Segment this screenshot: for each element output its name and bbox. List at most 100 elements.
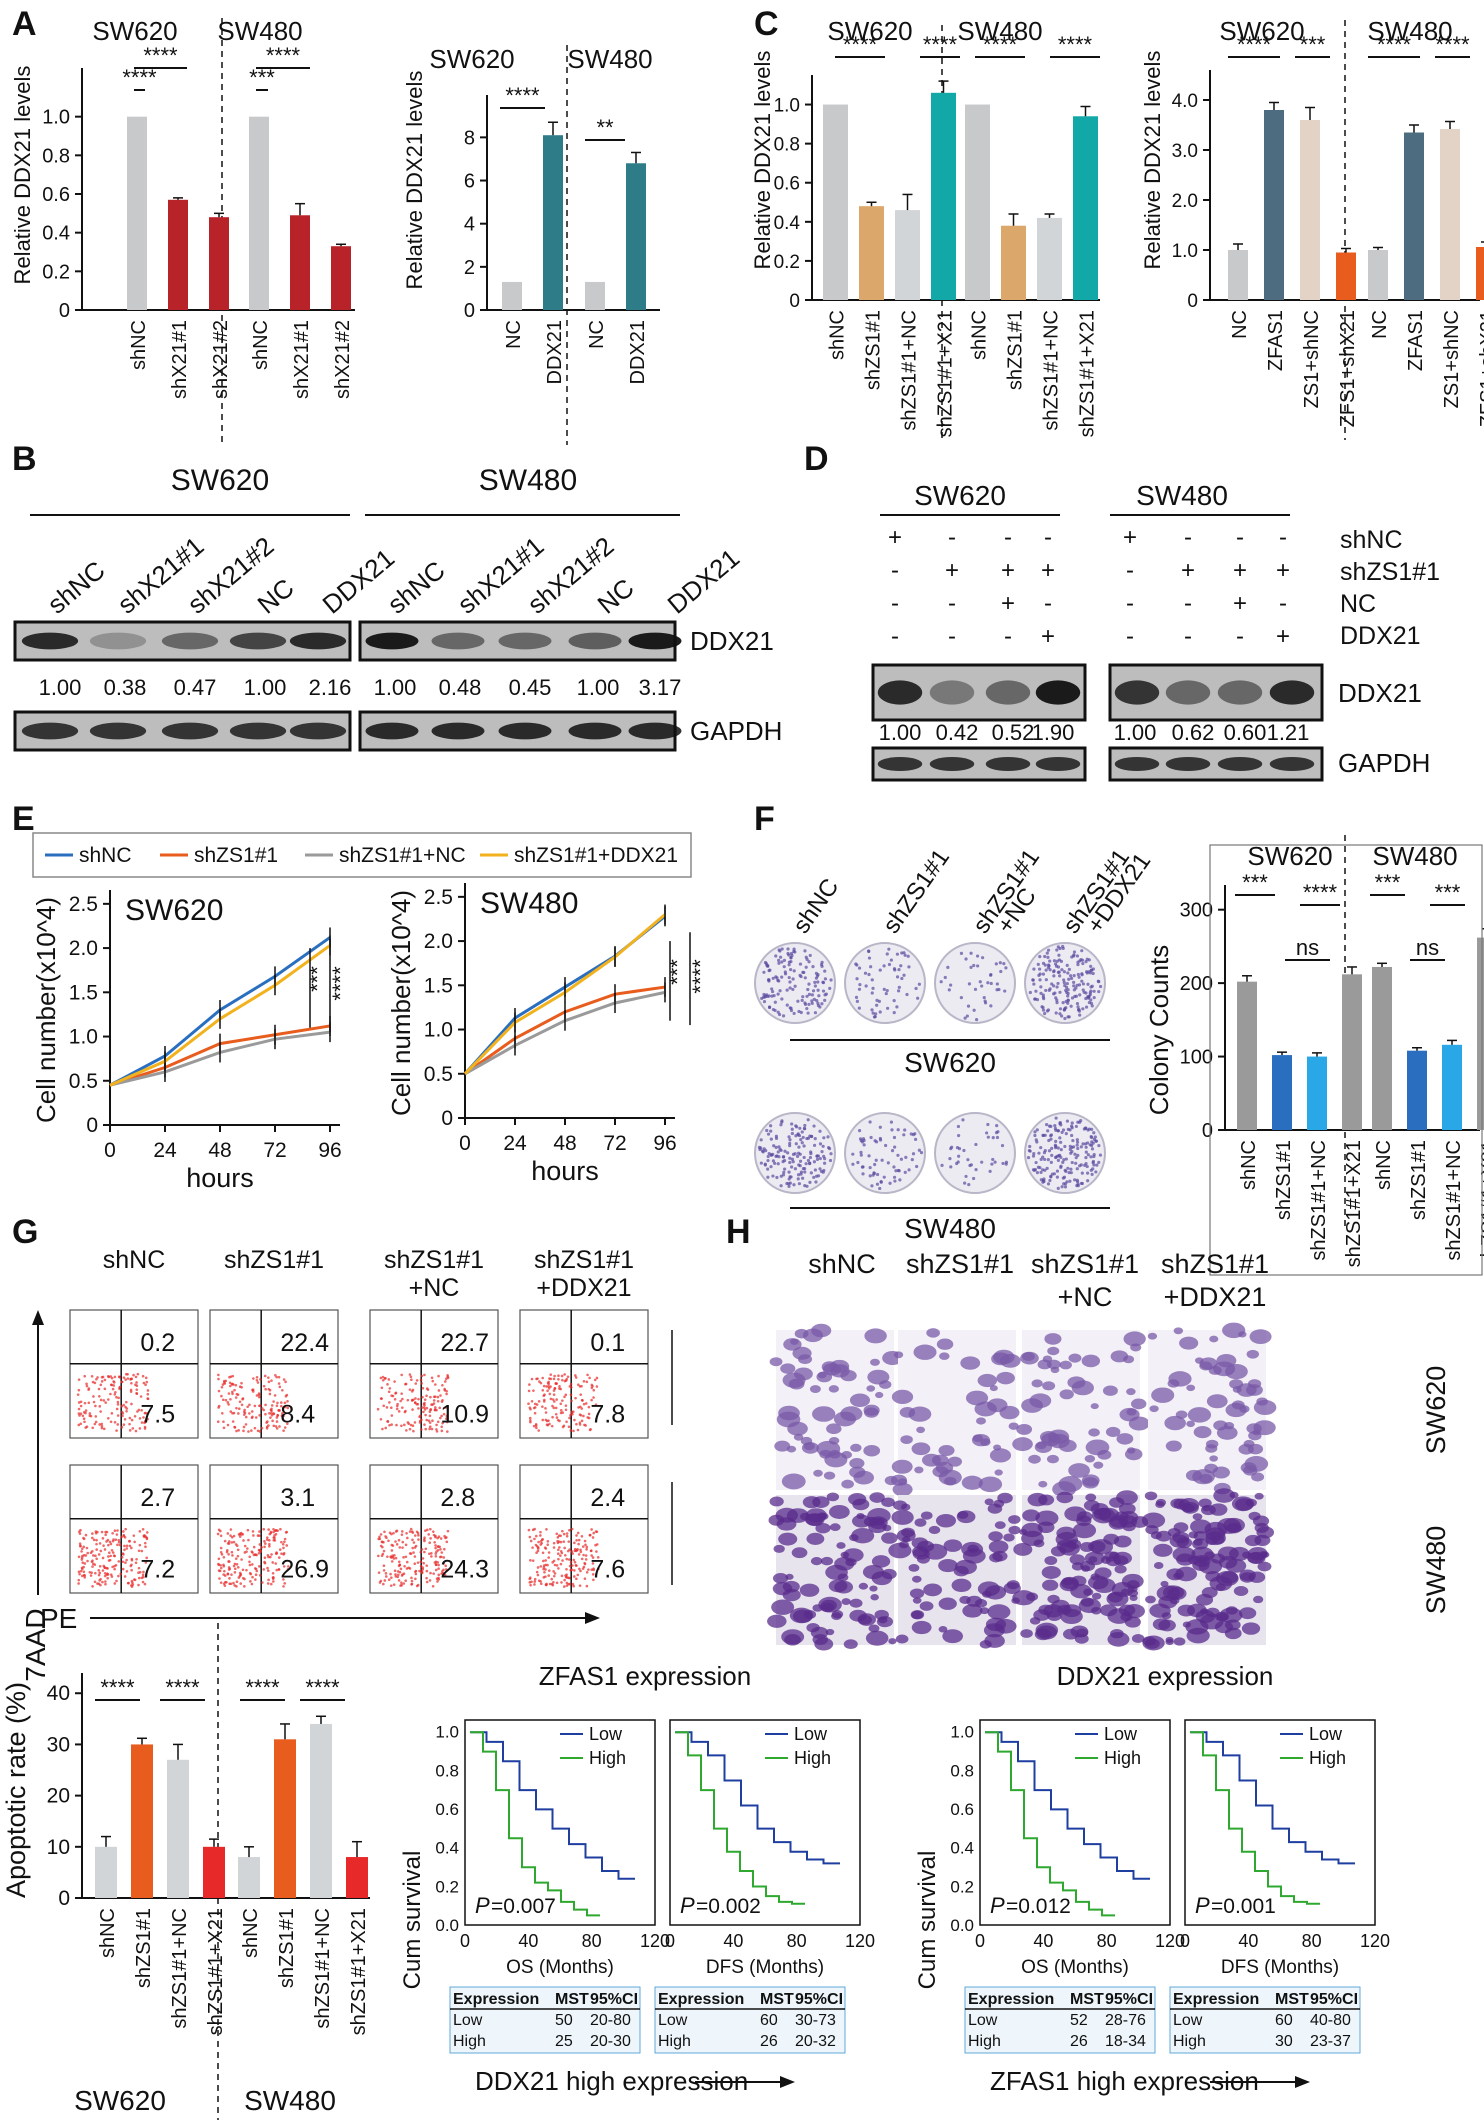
event-dot — [267, 1387, 270, 1391]
event-dot — [262, 1527, 266, 1531]
event-dot — [558, 1385, 561, 1388]
cell-blob — [938, 1597, 957, 1610]
event-dot — [443, 1534, 446, 1538]
y-tick-label: 1.0 — [435, 1723, 459, 1742]
colony-dot — [1059, 1165, 1063, 1169]
colony-dot — [860, 1165, 865, 1169]
colony-dot — [817, 994, 821, 998]
cell-blob — [1107, 1631, 1130, 1647]
event-dot — [143, 1421, 146, 1425]
colony-dot — [762, 970, 766, 974]
event-dot — [381, 1552, 385, 1556]
event-dot — [246, 1547, 249, 1550]
event-dot — [133, 1414, 137, 1418]
colony-dot — [913, 1137, 918, 1141]
event-dot — [242, 1539, 245, 1542]
cell-blob — [840, 1369, 857, 1382]
x-category-label: shZS1#1+X21 — [348, 1908, 370, 2035]
event-dot — [440, 1551, 444, 1554]
cell-blob — [1130, 1398, 1147, 1410]
colony-dot — [903, 953, 907, 957]
sign-mark: + — [1181, 557, 1195, 584]
event-dot — [530, 1399, 534, 1403]
colony-dot — [1041, 1006, 1045, 1010]
colony-dot — [871, 1173, 875, 1177]
cell-blob — [869, 1585, 878, 1592]
cell-blob — [1041, 1432, 1062, 1447]
event-dot — [104, 1533, 107, 1537]
cell-blob — [1161, 1612, 1172, 1620]
event-dot — [583, 1423, 586, 1427]
colony-dot — [1033, 1130, 1037, 1134]
event-dot — [571, 1582, 575, 1586]
event-dot — [573, 1541, 576, 1545]
event-dot — [564, 1575, 568, 1579]
event-dot — [130, 1557, 134, 1561]
event-dot — [103, 1548, 107, 1551]
event-dot — [567, 1425, 571, 1429]
colony-dot — [964, 957, 968, 961]
bar — [895, 210, 920, 300]
colony-dot — [857, 1129, 862, 1133]
event-dot — [393, 1380, 396, 1383]
event-dot — [555, 1416, 559, 1419]
event-dot — [279, 1404, 283, 1408]
colony-dot — [1055, 1001, 1059, 1005]
sign-mark: + — [1276, 557, 1290, 584]
event-dot — [217, 1404, 221, 1408]
event-dot — [83, 1420, 86, 1424]
blot-band — [431, 722, 485, 740]
colony-dot — [1074, 994, 1078, 998]
event-dot — [548, 1392, 552, 1396]
colony-dot — [981, 956, 985, 960]
colony-dot — [820, 960, 824, 964]
event-dot — [263, 1556, 267, 1560]
km-curve — [675, 1731, 805, 1905]
colony-dot — [798, 1126, 802, 1130]
cell-blob — [972, 1434, 983, 1442]
y-tick-label: 4.0 — [1172, 91, 1198, 112]
table-cell: MST — [1275, 1991, 1309, 2008]
event-dot — [283, 1537, 287, 1541]
event-dot — [541, 1388, 545, 1392]
x-tick-label: 80 — [582, 1931, 602, 1951]
colony-dot — [772, 1144, 776, 1148]
event-dot — [440, 1425, 444, 1429]
cell-blob — [891, 1509, 914, 1525]
blot-band — [1114, 756, 1160, 772]
event-dot — [235, 1406, 238, 1410]
x-axis-label: hours — [531, 1156, 599, 1186]
event-dot — [439, 1394, 442, 1397]
treatment-label: shZS1#1 — [1340, 558, 1440, 586]
event-dot — [580, 1557, 584, 1561]
colony-dot — [1079, 1145, 1083, 1149]
migration-row-label: SW620 — [1421, 1366, 1451, 1455]
event-dot — [129, 1388, 133, 1392]
y-axis-label: Relative DDX21 levels — [1140, 51, 1165, 270]
event-dot — [384, 1426, 388, 1430]
colony-dot — [851, 1162, 855, 1166]
cell-blob — [1099, 1604, 1118, 1617]
event-dot — [83, 1562, 87, 1565]
cell-blob — [1044, 1333, 1062, 1345]
blot-band — [1035, 680, 1081, 705]
event-dot — [135, 1557, 138, 1561]
colony-dot — [801, 1135, 805, 1140]
quant-value: 0.62 — [1172, 720, 1215, 745]
event-dot — [254, 1573, 258, 1577]
colony-dot — [1066, 971, 1070, 975]
event-dot — [593, 1378, 597, 1382]
event-dot — [412, 1429, 415, 1433]
event-dot — [539, 1530, 542, 1534]
colony-dot — [1070, 1145, 1074, 1150]
event-dot — [537, 1429, 541, 1432]
event-dot — [559, 1402, 563, 1406]
event-dot — [97, 1387, 101, 1391]
event-dot — [592, 1388, 596, 1392]
event-dot — [130, 1418, 134, 1422]
blot-cell-label: SW620 — [171, 464, 269, 497]
colony-dot — [781, 1173, 786, 1177]
event-dot — [134, 1561, 138, 1565]
cell-blob — [840, 1406, 863, 1422]
event-dot — [411, 1538, 414, 1542]
